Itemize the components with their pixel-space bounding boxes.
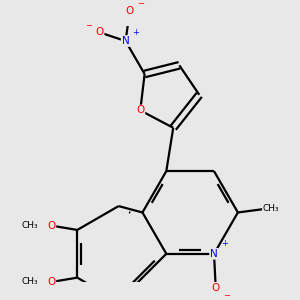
Text: O: O <box>136 105 144 116</box>
Text: O: O <box>212 284 220 293</box>
Text: −: − <box>137 0 144 8</box>
Text: O: O <box>47 277 56 287</box>
Text: CH₃: CH₃ <box>262 204 279 213</box>
Text: −: − <box>85 21 93 30</box>
Text: O: O <box>95 27 104 38</box>
Text: +: + <box>221 239 228 248</box>
Text: O: O <box>47 220 56 231</box>
Text: +: + <box>133 28 140 37</box>
Text: CH₃: CH₃ <box>21 278 38 286</box>
Text: N: N <box>210 249 218 259</box>
Text: −: − <box>223 291 230 300</box>
Text: CH₃: CH₃ <box>21 221 38 230</box>
Text: O: O <box>126 6 134 16</box>
Text: N: N <box>122 36 129 46</box>
